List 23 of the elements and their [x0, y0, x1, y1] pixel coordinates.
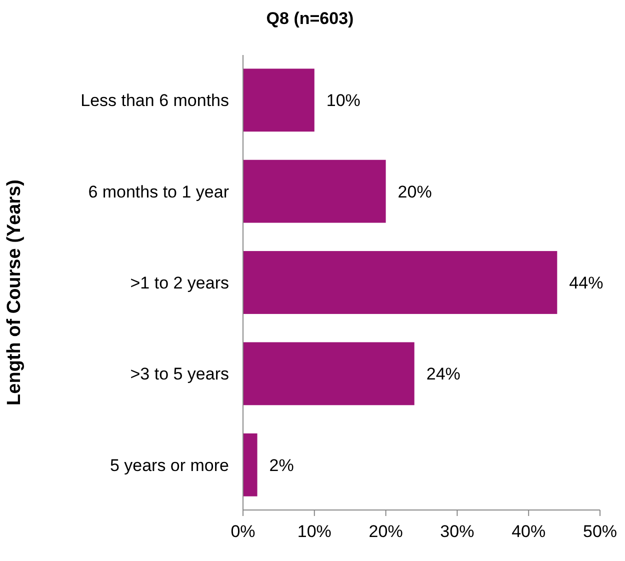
bar [243, 342, 414, 406]
data-label: 20% [398, 182, 432, 202]
x-tick-label: 0% [230, 522, 256, 541]
data-label: 24% [426, 364, 460, 384]
y-tick-label: >3 to 5 years [130, 364, 229, 384]
x-tick-label: 40% [512, 522, 546, 541]
chart-title: Q8 (n=603) [266, 9, 354, 28]
bar [243, 68, 314, 132]
y-tick-label: 6 months to 1 year [88, 182, 230, 202]
y-axis-title: Length of Course (Years) [4, 180, 25, 406]
data-label: 44% [569, 273, 604, 292]
x-tick-label: 10% [297, 522, 332, 541]
bar [243, 160, 386, 223]
data-label: 10% [326, 91, 360, 110]
bar [243, 251, 558, 314]
y-tick-label: 5 years or more [110, 456, 229, 475]
x-tick-label: 50% [582, 522, 618, 541]
x-tick-label: 30% [440, 522, 474, 541]
y-tick-label: >1 to 2 years [130, 273, 229, 292]
y-tick-label: Less than 6 months [80, 91, 229, 110]
bar [243, 433, 258, 496]
x-tick-label: 20% [368, 522, 403, 541]
data-label: 2% [269, 456, 294, 475]
